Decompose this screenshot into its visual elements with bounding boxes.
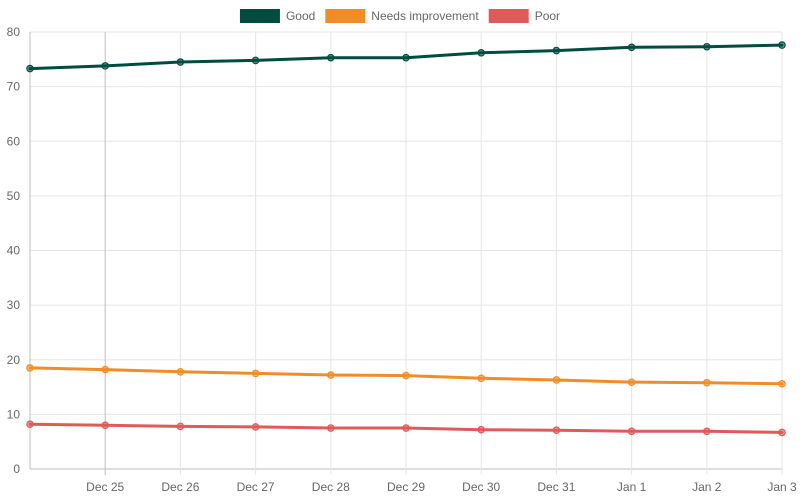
x-tick-label: Dec 30 [462, 480, 500, 494]
data-point-good[interactable] [101, 62, 110, 70]
legend-swatch [488, 9, 529, 23]
data-point-needs-improvement[interactable] [402, 371, 410, 380]
data-point-poor[interactable] [552, 426, 561, 435]
x-tick-label: Jan 1 [617, 480, 647, 494]
legend-swatch [325, 9, 366, 23]
data-point-good[interactable] [326, 53, 335, 62]
x-tick-label: Dec 27 [237, 480, 275, 494]
data-point-needs-improvement[interactable] [702, 378, 711, 387]
y-tick-label: 50 [7, 189, 21, 203]
data-point-needs-improvement[interactable] [778, 379, 786, 388]
data-point-needs-improvement[interactable] [26, 364, 34, 372]
data-point-good[interactable] [176, 58, 185, 66]
data-point-poor[interactable] [702, 427, 711, 436]
data-point-good[interactable] [477, 48, 486, 57]
x-tick-label: Dec 25 [86, 480, 124, 494]
x-tick-label: Dec 31 [537, 480, 575, 494]
data-point-poor[interactable] [26, 420, 34, 429]
y-tick-label: 30 [7, 298, 21, 312]
x-tick-label: Jan 3 [767, 480, 797, 494]
y-tick-label: 10 [7, 407, 21, 421]
data-point-good[interactable] [402, 53, 410, 62]
data-point-poor[interactable] [627, 427, 636, 436]
legend: Good Needs improvement Poor [239, 9, 560, 23]
data-point-poor[interactable] [477, 425, 486, 434]
data-point-poor[interactable] [101, 421, 110, 430]
legend-label: Poor [535, 9, 560, 23]
data-point-good[interactable] [702, 42, 711, 51]
data-point-poor[interactable] [402, 424, 410, 432]
data-point-needs-improvement[interactable] [552, 376, 561, 384]
x-tick-label: Jan 2 [692, 480, 722, 494]
grid [30, 31, 783, 475]
data-point-poor[interactable] [326, 424, 335, 432]
data-point-poor[interactable] [778, 428, 786, 437]
y-tick-label: 20 [7, 353, 21, 367]
legend-swatch [239, 9, 280, 23]
legend-item-poor[interactable]: Poor [488, 9, 560, 23]
data-point-poor[interactable] [251, 423, 260, 431]
y-tick-label: 0 [13, 462, 20, 476]
data-point-needs-improvement[interactable] [101, 365, 110, 374]
data-point-needs-improvement[interactable] [627, 378, 636, 386]
y-tick-label: 40 [7, 244, 21, 258]
data-point-needs-improvement[interactable] [251, 369, 260, 378]
data-point-good[interactable] [778, 41, 786, 49]
data-point-good[interactable] [552, 46, 561, 55]
data-point-good[interactable] [251, 56, 260, 65]
data-point-good[interactable] [627, 43, 636, 52]
data-point-needs-improvement[interactable] [176, 367, 185, 376]
x-tick-label: Dec 28 [312, 480, 350, 494]
y-tick-label: 80 [7, 25, 21, 39]
y-tick-label: 70 [7, 80, 21, 94]
legend-label: Good [286, 9, 315, 23]
x-tick-label: Dec 26 [161, 480, 199, 494]
series-layer [26, 41, 786, 437]
legend-label: Needs improvement [371, 9, 479, 23]
axes: 0 10 20 30 40 50 60 70 80 Dec 25 Dec 26 Dec 27 Dec 2… [7, 25, 797, 494]
legend-item-needs-improvement[interactable]: Needs improvement [325, 9, 479, 23]
x-tick-label: Dec 29 [387, 480, 425, 494]
legend-item-good[interactable]: Good [239, 9, 315, 23]
data-point-poor[interactable] [176, 422, 185, 431]
data-point-good[interactable] [26, 64, 34, 73]
data-point-needs-improvement[interactable] [477, 374, 486, 383]
data-point-needs-improvement[interactable] [326, 371, 335, 379]
y-tick-label: 60 [7, 134, 21, 148]
